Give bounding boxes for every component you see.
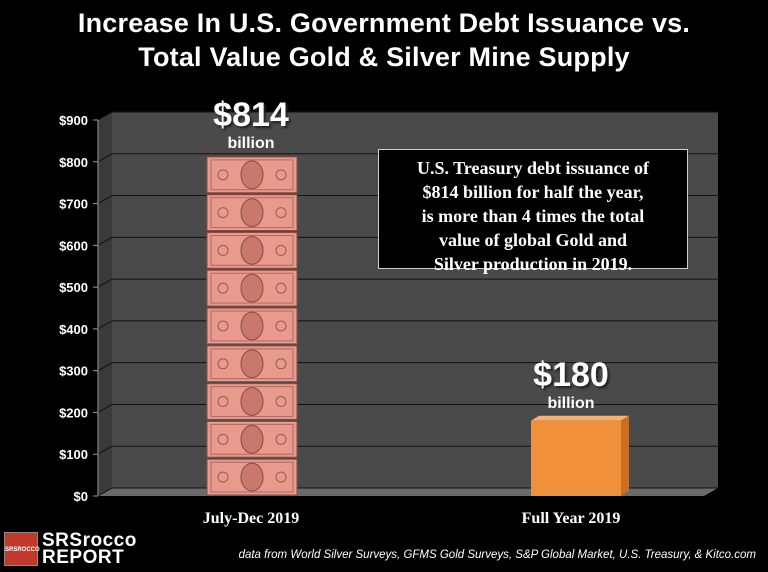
dollar-bill-seal [217,169,229,181]
bar-value-label: $814 [213,96,289,134]
bar-gold-silver [531,415,629,496]
dollar-bill-seal [217,471,229,483]
dollar-bill-border [210,159,294,191]
x-tick-label: Full Year 2019 [521,510,621,527]
dollar-bill-seal [275,320,287,332]
dollar-bill-seal [275,169,287,181]
srsrocco-logo: SRSROCCO SRSrocco REPORT [4,530,172,568]
dollar-bill-border [210,310,294,342]
dollar-bill-seal [217,433,229,445]
dollar-bill-border [210,423,294,455]
gridline-diagonal [97,195,113,204]
gridline-diagonal [97,320,113,330]
dollar-bill-seal [275,396,287,408]
dollar-bill-portrait [240,273,264,303]
gridline-diagonal [97,445,113,455]
dollar-bill-border [210,235,294,266]
dollar-bill-portrait [240,311,264,341]
dollar-bill-portrait [240,387,264,416]
bar-side-face [621,415,629,496]
dollar-bill-seal [275,358,287,370]
annotation-line: is more than 4 times the total [421,206,645,226]
gridline-diagonal [97,153,113,163]
y-axis: $0 $100 $200 $300 $400 $500 $600 $700 $800 $900 [59,113,99,504]
dollar-bill-border [210,348,294,380]
dollar-bill-seal [275,244,287,256]
title-line-1: Increase In U.S. Government Debt Issuanc… [77,8,691,38]
dollar-bill-seal [275,471,287,483]
y-tick-label: $200 [59,405,88,420]
y-tick-label: $500 [59,280,88,295]
y-tick-label: $0 [74,489,88,504]
title-line-2: Total Value Gold & Silver Mine Supply [138,42,630,72]
dollar-bill-seal [275,433,287,445]
annotation-box: U.S. Treasury debt issuance of $814 bill… [378,149,688,274]
bar-unit-label: billion [547,395,595,412]
gridline-diagonal [97,236,113,246]
gridline-diagonal [97,111,113,121]
y-tick-label: $100 [59,447,88,462]
dollar-bill-seal [217,358,229,370]
dollar-bill-border [210,197,294,229]
y-tick-label: $400 [59,322,88,337]
dollar-bill-seal [217,282,229,294]
bar-top-face [531,415,629,421]
y-tick-label: $800 [59,155,88,170]
dollar-bill-portrait [240,349,264,379]
bar-dollar-stack [206,156,298,496]
logo-text-line-1: SRSrocco [42,530,137,551]
gridline-diagonal [97,278,113,288]
dollar-bill-portrait [240,236,264,265]
dollar-bill-portrait [240,160,264,190]
dollar-bill-seal [217,244,229,256]
x-tick-label: July-Dec 2019 [202,510,300,527]
dollar-bill-portrait [240,462,264,492]
dollar-bill-border [210,272,294,304]
plot-side-wall [98,112,112,496]
logo-badge: SRSROCCO [4,532,40,566]
annotation-line: value of global Gold and [438,230,628,250]
gridline-diagonal [97,404,113,413]
dollar-bill-border [210,386,294,417]
bars [206,156,629,496]
bar-front-face [531,420,621,496]
dollar-bill-portrait [240,198,264,228]
bar-value-label: $180 [533,356,609,394]
annotation-line: U.S. Treasury debt issuance of [416,158,650,178]
logo-text-line-2: REPORT [42,547,125,568]
dollar-bill-seal [275,207,287,219]
y-tick-label: $300 [59,364,88,379]
annotation-line: $814 billion for half the year, [422,182,644,202]
gridline-diagonal [97,487,113,497]
bar-unit-label: billion [227,135,275,152]
dollar-bill-seal [217,207,229,219]
y-tick-label: $600 [59,238,88,253]
chart-title: Increase In U.S. Government Debt Issuanc… [0,6,768,74]
dollar-bill-seal [217,320,229,332]
dollar-bill-portrait [240,424,264,454]
source-note: data from World Silver Surveys, GFMS Gol… [238,549,756,561]
y-tick-label: $900 [59,113,88,128]
y-tick-label: $700 [59,197,88,212]
annotation-line: Silver production in 2019. [433,254,633,274]
dollar-bill-border [210,461,294,493]
dollar-bill-seal [275,282,287,294]
gridline-diagonal [97,362,113,372]
dollar-bill-seal [217,396,229,408]
